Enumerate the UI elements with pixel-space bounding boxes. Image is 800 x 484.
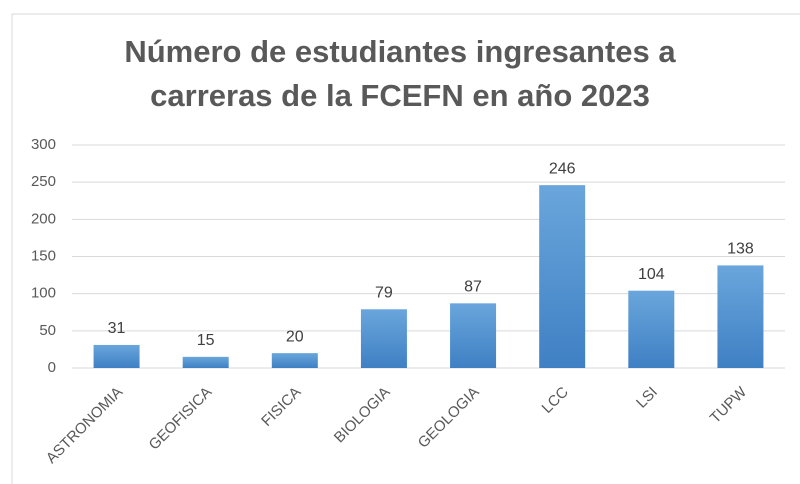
- value-label: 31: [108, 320, 126, 337]
- value-label: 15: [197, 332, 215, 349]
- x-tick-label: LCC: [539, 384, 572, 417]
- bar: [450, 303, 497, 368]
- x-tick-label: LSI: [633, 384, 661, 412]
- y-tick-label: 150: [31, 247, 56, 264]
- chart-title: Número de estudiantes ingresantes a carr…: [124, 34, 676, 113]
- bar: [182, 356, 229, 368]
- chart-border: [11, 13, 800, 484]
- value-label: 104: [638, 266, 665, 283]
- value-label: 246: [549, 160, 576, 177]
- y-tick-label: 100: [31, 285, 56, 302]
- bar: [93, 344, 140, 368]
- bar: [539, 185, 586, 368]
- bar: [628, 290, 675, 368]
- value-label: 79: [375, 284, 393, 301]
- y-tick-label: 300: [31, 136, 56, 153]
- x-tick-label: BIOLOGIA: [331, 384, 394, 447]
- y-tick-label: 0: [48, 359, 56, 376]
- bar: [271, 353, 318, 368]
- y-tick-label: 50: [39, 322, 56, 339]
- y-tick-label: 200: [31, 210, 56, 227]
- x-tick-label: GEOFISICA: [146, 384, 216, 454]
- y-tick-label: 250: [31, 173, 56, 190]
- bar: [717, 265, 764, 368]
- value-label: 138: [727, 241, 754, 258]
- x-tick-label: FISICA: [258, 384, 304, 430]
- bar: [360, 309, 407, 368]
- x-tick-label: TUPW: [707, 383, 751, 427]
- value-label: 20: [286, 328, 304, 345]
- x-tick-label: ASTRONOMIA: [43, 384, 126, 467]
- value-label: 87: [464, 279, 482, 296]
- x-tick-label: GEOLOGIA: [415, 384, 483, 452]
